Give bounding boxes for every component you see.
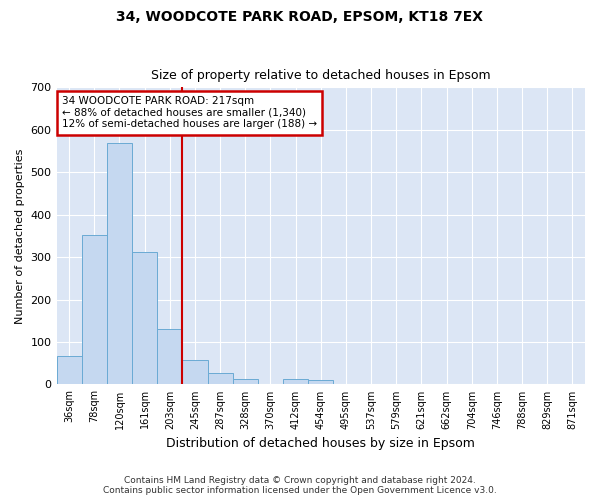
Text: Contains HM Land Registry data © Crown copyright and database right 2024.
Contai: Contains HM Land Registry data © Crown c… [103, 476, 497, 495]
Y-axis label: Number of detached properties: Number of detached properties [15, 148, 25, 324]
Bar [182, 360, 208, 384]
Bar [308, 380, 334, 384]
Bar [56, 356, 82, 384]
Bar [233, 379, 258, 384]
Bar [208, 373, 233, 384]
Bar [107, 144, 132, 384]
Bar [157, 330, 182, 384]
Bar [132, 252, 157, 384]
Bar [82, 234, 107, 384]
Bar [283, 379, 308, 384]
Title: Size of property relative to detached houses in Epsom: Size of property relative to detached ho… [151, 69, 491, 82]
Text: 34, WOODCOTE PARK ROAD, EPSOM, KT18 7EX: 34, WOODCOTE PARK ROAD, EPSOM, KT18 7EX [116, 10, 484, 24]
Text: 34 WOODCOTE PARK ROAD: 217sqm
← 88% of detached houses are smaller (1,340)
12% o: 34 WOODCOTE PARK ROAD: 217sqm ← 88% of d… [62, 96, 317, 130]
X-axis label: Distribution of detached houses by size in Epsom: Distribution of detached houses by size … [166, 437, 475, 450]
